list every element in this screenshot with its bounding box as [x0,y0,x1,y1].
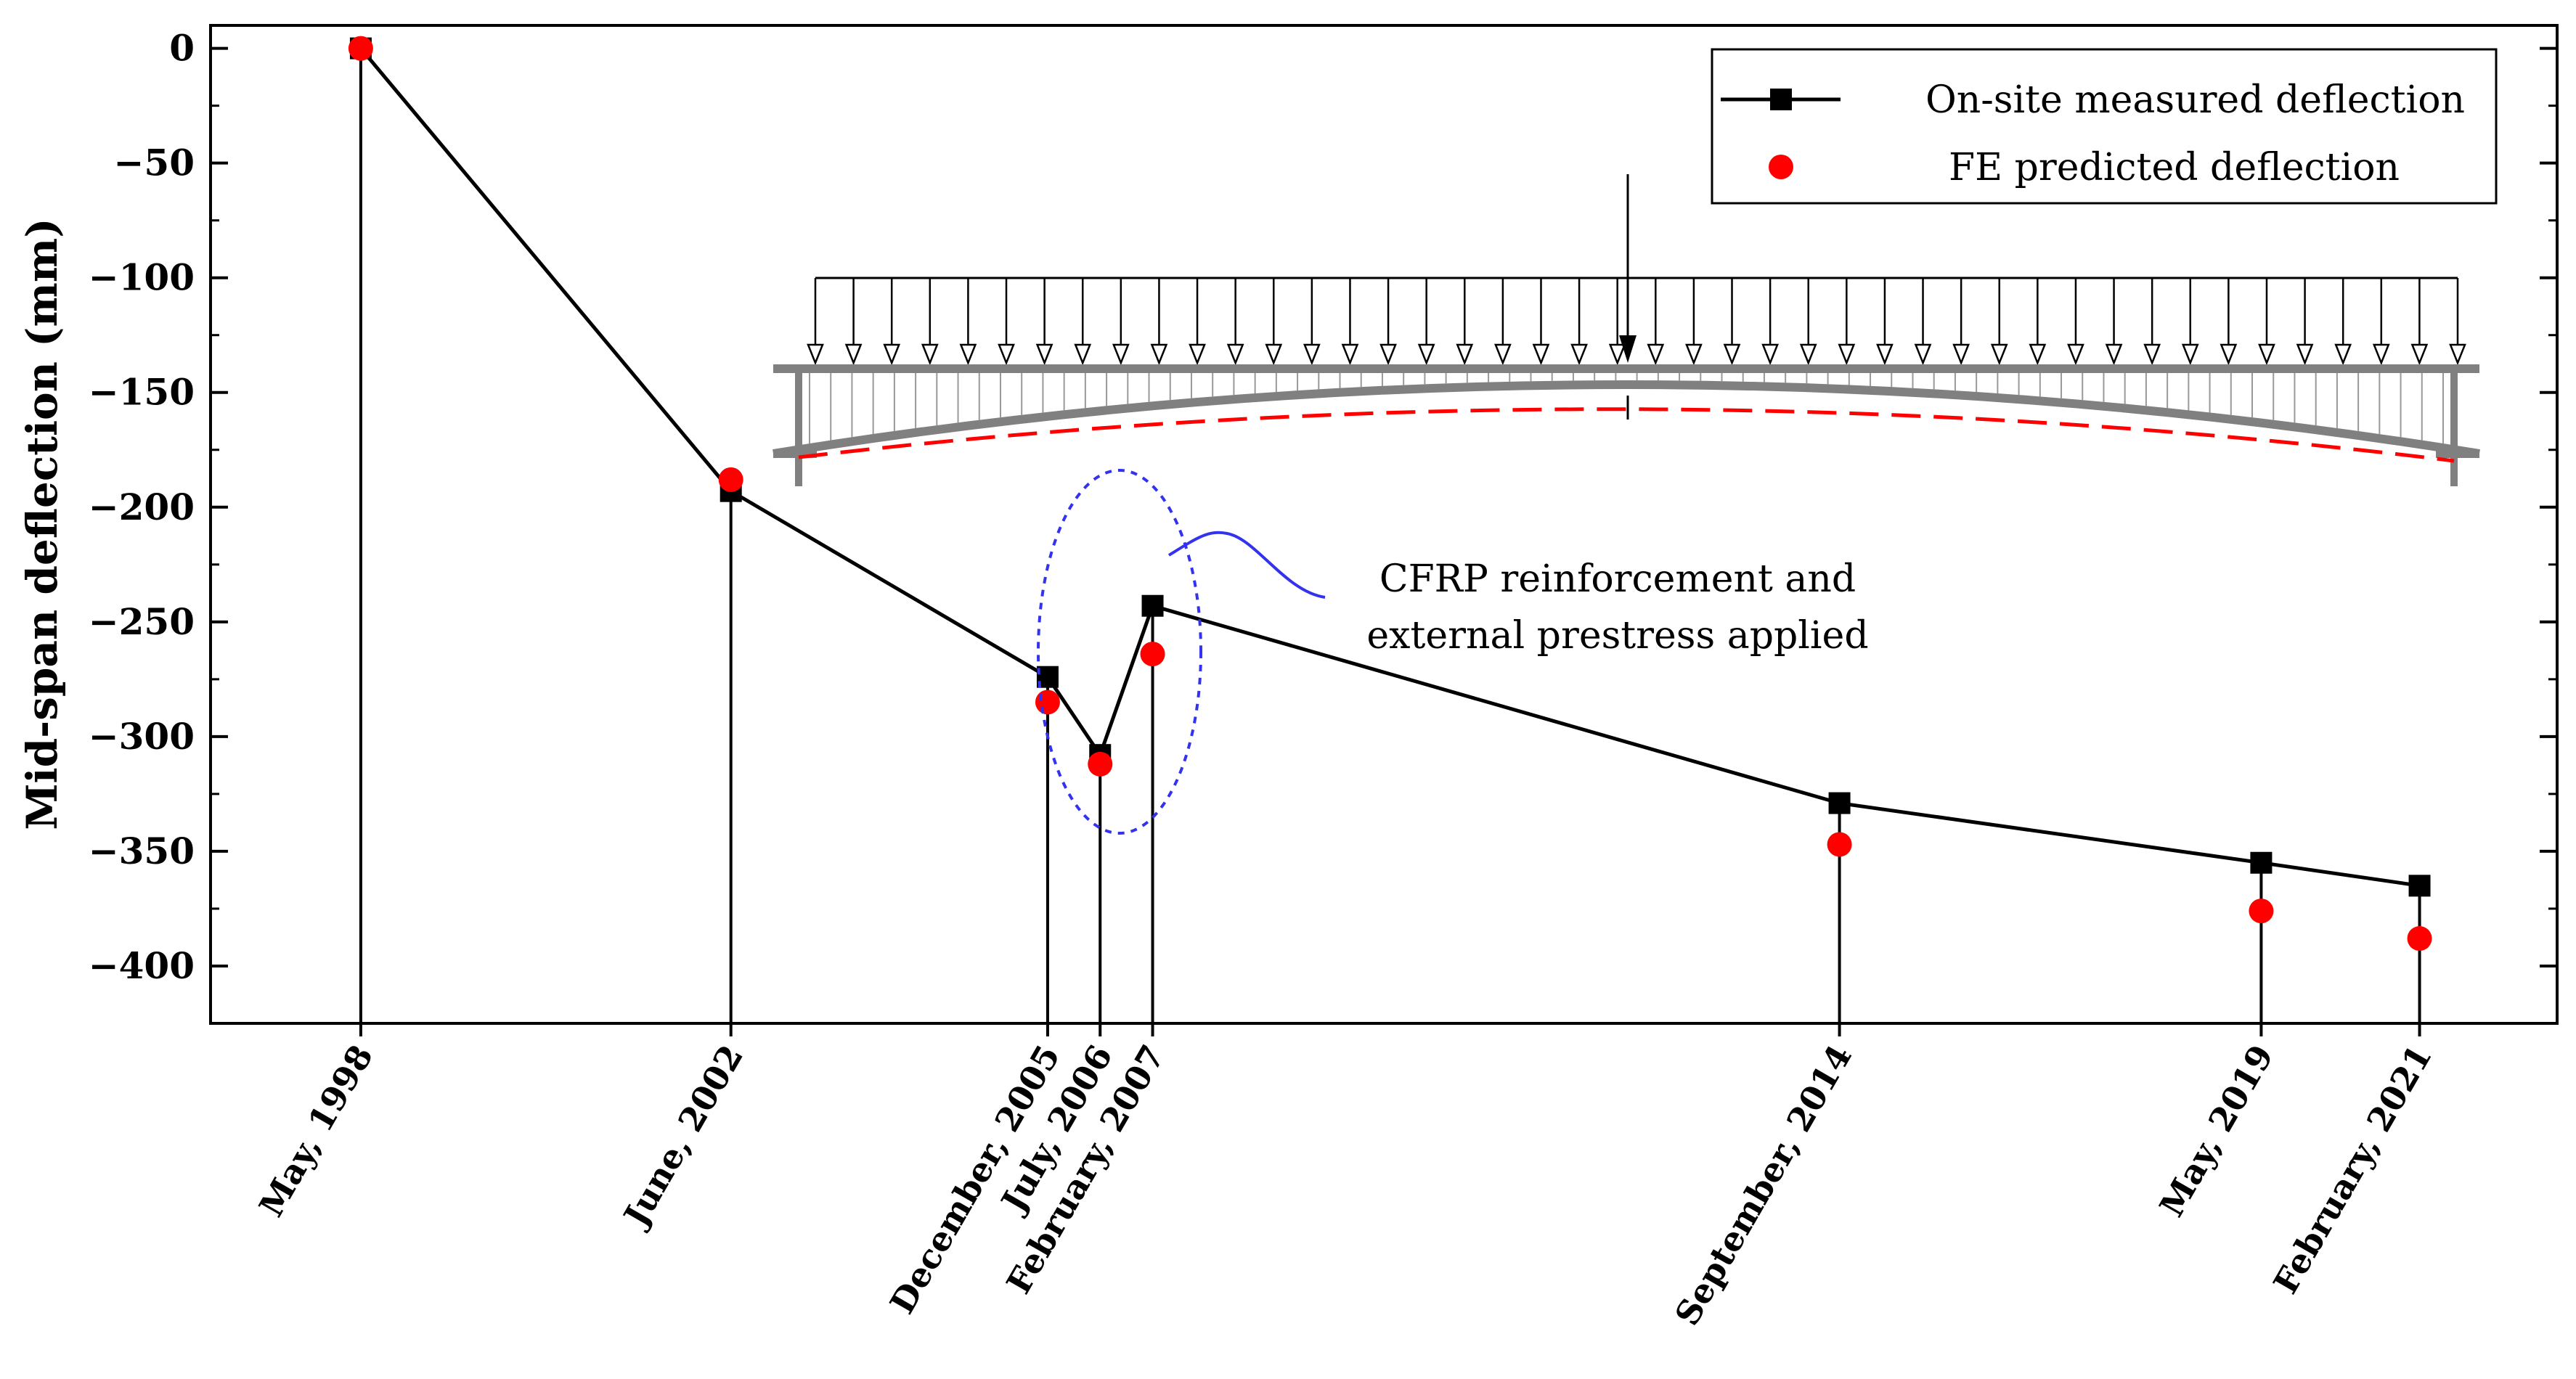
x-tick-label: May, 1998 [251,1039,380,1224]
annotation-line-1: CFRP reinforcement and [1379,557,1856,601]
cfrp-highlight-ellipse [1037,469,1202,835]
load-arrow-head [2220,343,2238,366]
distributed-load-arrows [807,278,2466,366]
y-tick-label: −250 [89,600,195,643]
load-arrow-head [2258,343,2275,366]
load-arrow-head [1150,343,1168,366]
load-arrow-head [807,343,824,366]
y-axis-ticks [211,46,2557,1025]
y-axis-tick-labels: 0 −50 −100 −150 −200 −250 −300 −350 −400 [89,27,195,987]
x-tick-label: May, 2019 [2152,1039,2281,1224]
load-arrow-head [1723,343,1741,366]
load-arrow-head [2334,343,2352,366]
x-tick-label: February, 2021 [2265,1039,2440,1301]
load-arrow-head [1303,343,1321,366]
beam-inset-diagram [773,174,2480,486]
fe-point [1140,642,1165,667]
load-arrow-head [2029,343,2047,366]
x-tick-label: September, 2014 [1667,1039,1859,1333]
plot-frame [209,24,2559,1025]
measured-point [1828,792,1851,814]
legend-measured-marker [1770,89,1792,110]
load-arrow-head [844,343,863,366]
load-arrow-head [2181,343,2199,366]
load-arrow-head [1074,343,1092,366]
load-arrow-head [2410,343,2429,366]
load-arrow-head [1876,343,1894,366]
load-arrow-head [883,343,901,366]
load-arrow-head [1341,343,1359,366]
load-arrow-head [2105,343,2123,366]
load-arrow-head [1456,343,1474,366]
load-arrow-head [1608,343,1626,366]
annotation-leader-line [1167,531,1326,599]
load-arrow-head [2372,343,2390,366]
y-tick-label: −150 [89,371,195,414]
y-tick-label: 0 [169,27,195,70]
legend-measured-label: On-site measured deflection [1925,78,2465,122]
point-load-arrow-head [1619,335,1637,363]
legend-fe-marker [1769,155,1793,179]
y-tick-label: −100 [89,256,195,299]
load-arrow-head [2449,343,2466,366]
load-arrow-head [1990,343,2008,366]
load-arrow-head [959,343,977,366]
x-tick-label: June, 2002 [614,1039,751,1235]
load-arrow-head [1952,343,1970,366]
load-arrow-head [1265,343,1283,366]
load-arrow-head [1914,343,1932,366]
load-arrow-head [1417,343,1435,366]
y-tick-label: −350 [89,830,195,872]
load-arrow-head [1494,343,1512,366]
fe-point [2249,899,2274,924]
beam-bottom-chord [773,380,2480,458]
load-arrow-head [1685,343,1703,366]
x-axis-ticks [359,1023,2421,1036]
load-arrow-head [1112,343,1130,366]
measured-deflection-line [359,46,2420,888]
y-axis-title: Mid-span deflection (mm) [17,218,67,830]
fe-point [2407,926,2432,952]
load-arrow-head [1189,343,1206,366]
measured-point [2250,851,2273,874]
y-tick-label: −50 [114,142,195,184]
load-arrow-head [1761,343,1779,366]
legend-fe-label: FE predicted deflection [1949,146,2400,189]
beam-web-members [809,373,2444,444]
y-tick-label: −400 [89,944,195,987]
measured-point [2408,875,2431,897]
deformed-beam-shape [798,407,2455,463]
load-arrow-head [1035,343,1053,366]
load-arrow-head [2143,343,2161,366]
y-tick-label: −200 [89,486,195,528]
load-arrow-head [1570,343,1588,366]
fe-point [718,467,743,492]
measured-point [1141,594,1164,617]
annotation-line-2: external prestress applied [1366,614,1868,658]
load-arrow-head [1799,343,1817,366]
load-arrow-head [1532,343,1550,366]
y-tick-label: −300 [89,715,195,758]
load-arrow-head [2067,343,2084,366]
fe-point [1035,690,1060,715]
legend-box [1711,48,2498,205]
fe-predicted-markers [348,36,2432,952]
load-arrow-head [1226,343,1244,366]
load-arrow-head [1379,343,1397,366]
fe-point [348,36,373,61]
fe-point [1827,832,1852,857]
load-arrow-head [1838,343,1856,366]
load-arrow-head [2296,343,2314,366]
load-arrow-head [1647,343,1665,366]
legend: On-site measured deflection FE predicted… [1711,48,2498,205]
fe-point [1088,751,1113,777]
load-arrow-head [921,343,939,366]
load-arrow-head [998,343,1015,366]
